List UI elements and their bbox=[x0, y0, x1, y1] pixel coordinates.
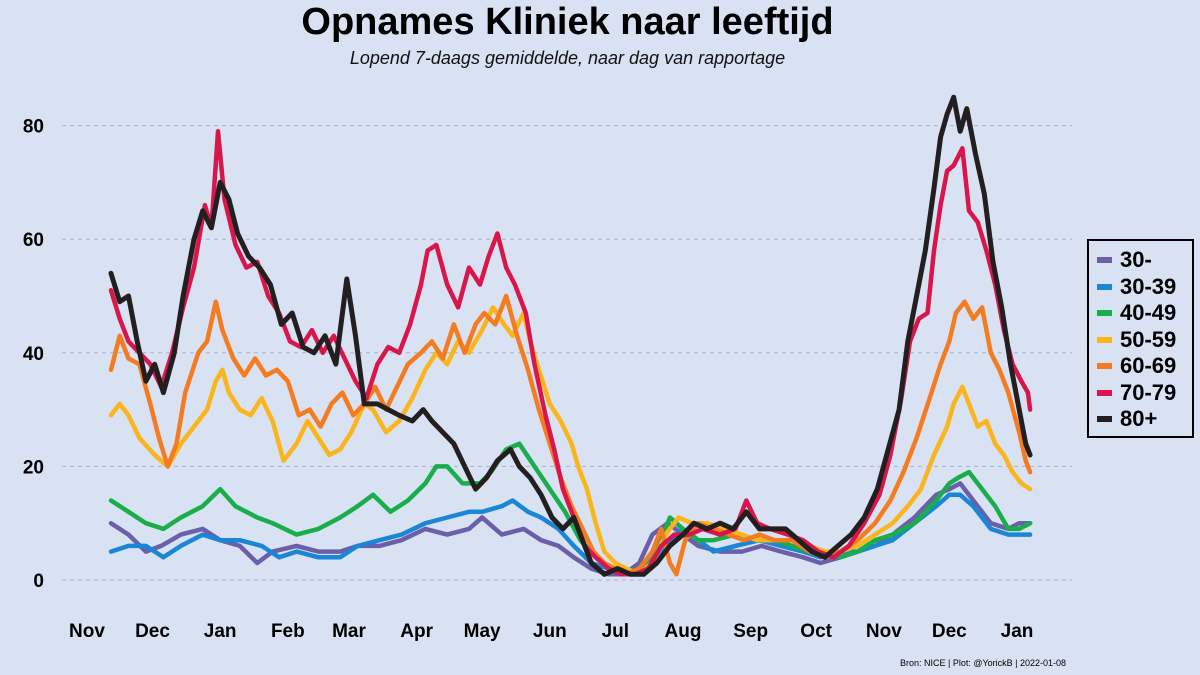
x-tick-label: Nov bbox=[69, 621, 105, 642]
x-tick-label: Dec bbox=[932, 621, 967, 642]
legend-swatch bbox=[1097, 363, 1112, 370]
x-tick-label: May bbox=[464, 621, 501, 642]
y-axis: 0 20 40 60 80 bbox=[23, 117, 44, 592]
series-lines bbox=[108, 94, 1033, 577]
x-tick-label: Aug bbox=[665, 621, 702, 642]
legend-label: 30- bbox=[1120, 247, 1152, 273]
series-line-60-69 bbox=[108, 293, 1033, 577]
x-tick-label: Oct bbox=[800, 621, 832, 642]
legend-swatch bbox=[1097, 283, 1112, 290]
x-tick-label: Jun bbox=[533, 621, 567, 642]
y-tick-label: 40 bbox=[23, 344, 44, 365]
x-axis: Nov Dec Jan Feb Mar Apr May Jun Jul Aug Sep Oct Nov D… bbox=[69, 621, 1033, 642]
chart-title: Opnames Kliniek naar leeftijd bbox=[301, 1, 834, 43]
legend-label: 40-49 bbox=[1120, 300, 1177, 326]
legend-swatch bbox=[1097, 389, 1112, 396]
y-tick-label: 0 bbox=[33, 571, 44, 592]
legend-item: 30- bbox=[1097, 247, 1192, 274]
series-line-80+ bbox=[108, 94, 1033, 577]
x-tick-label: Jan bbox=[204, 621, 237, 642]
legend-item: 70-79 bbox=[1097, 380, 1192, 407]
legend-label: 50-59 bbox=[1120, 326, 1177, 352]
x-tick-label: Feb bbox=[271, 621, 305, 642]
legend-swatch bbox=[1097, 310, 1112, 317]
x-tick-label: Nov bbox=[866, 621, 902, 642]
legend-label: 70-79 bbox=[1120, 379, 1177, 405]
series-line-50-59 bbox=[108, 305, 1033, 577]
legend: 30- 30-39 40-49 50-59 60-69 70-79 80+ bbox=[1087, 239, 1194, 438]
legend-label: 80+ bbox=[1120, 406, 1158, 432]
x-tick-label: Sep bbox=[733, 621, 768, 642]
y-tick-label: 60 bbox=[23, 230, 44, 251]
legend-label: 60-69 bbox=[1120, 353, 1177, 379]
legend-item: 30-39 bbox=[1097, 274, 1192, 301]
series-line-70-79 bbox=[108, 129, 1033, 577]
chart-subtitle: Lopend 7-daags gemiddelde, naar dag van … bbox=[349, 48, 786, 68]
x-tick-label: Apr bbox=[400, 621, 433, 642]
x-tick-label: Dec bbox=[135, 621, 170, 642]
legend-item: 40-49 bbox=[1097, 300, 1192, 327]
legend-item: 80+ bbox=[1097, 406, 1192, 433]
legend-swatch bbox=[1097, 416, 1112, 423]
x-tick-label: Jan bbox=[1001, 621, 1034, 642]
x-tick-label: Jul bbox=[602, 621, 629, 642]
legend-item: 50-59 bbox=[1097, 327, 1192, 354]
y-tick-label: 20 bbox=[23, 457, 44, 478]
legend-swatch bbox=[1097, 257, 1112, 264]
line-chart: 0 20 40 60 80 Nov Dec Jan Feb Mar Apr May Jun Jul Aug… bbox=[23, 94, 1072, 642]
legend-swatch bbox=[1097, 336, 1112, 343]
legend-item: 60-69 bbox=[1097, 353, 1192, 380]
y-tick-label: 80 bbox=[23, 117, 44, 138]
legend-label: 30-39 bbox=[1120, 273, 1177, 299]
source-note: Bron: NICE | Plot: @YorickB | 2022-01-08 bbox=[900, 658, 1067, 668]
x-tick-label: Mar bbox=[332, 621, 366, 642]
